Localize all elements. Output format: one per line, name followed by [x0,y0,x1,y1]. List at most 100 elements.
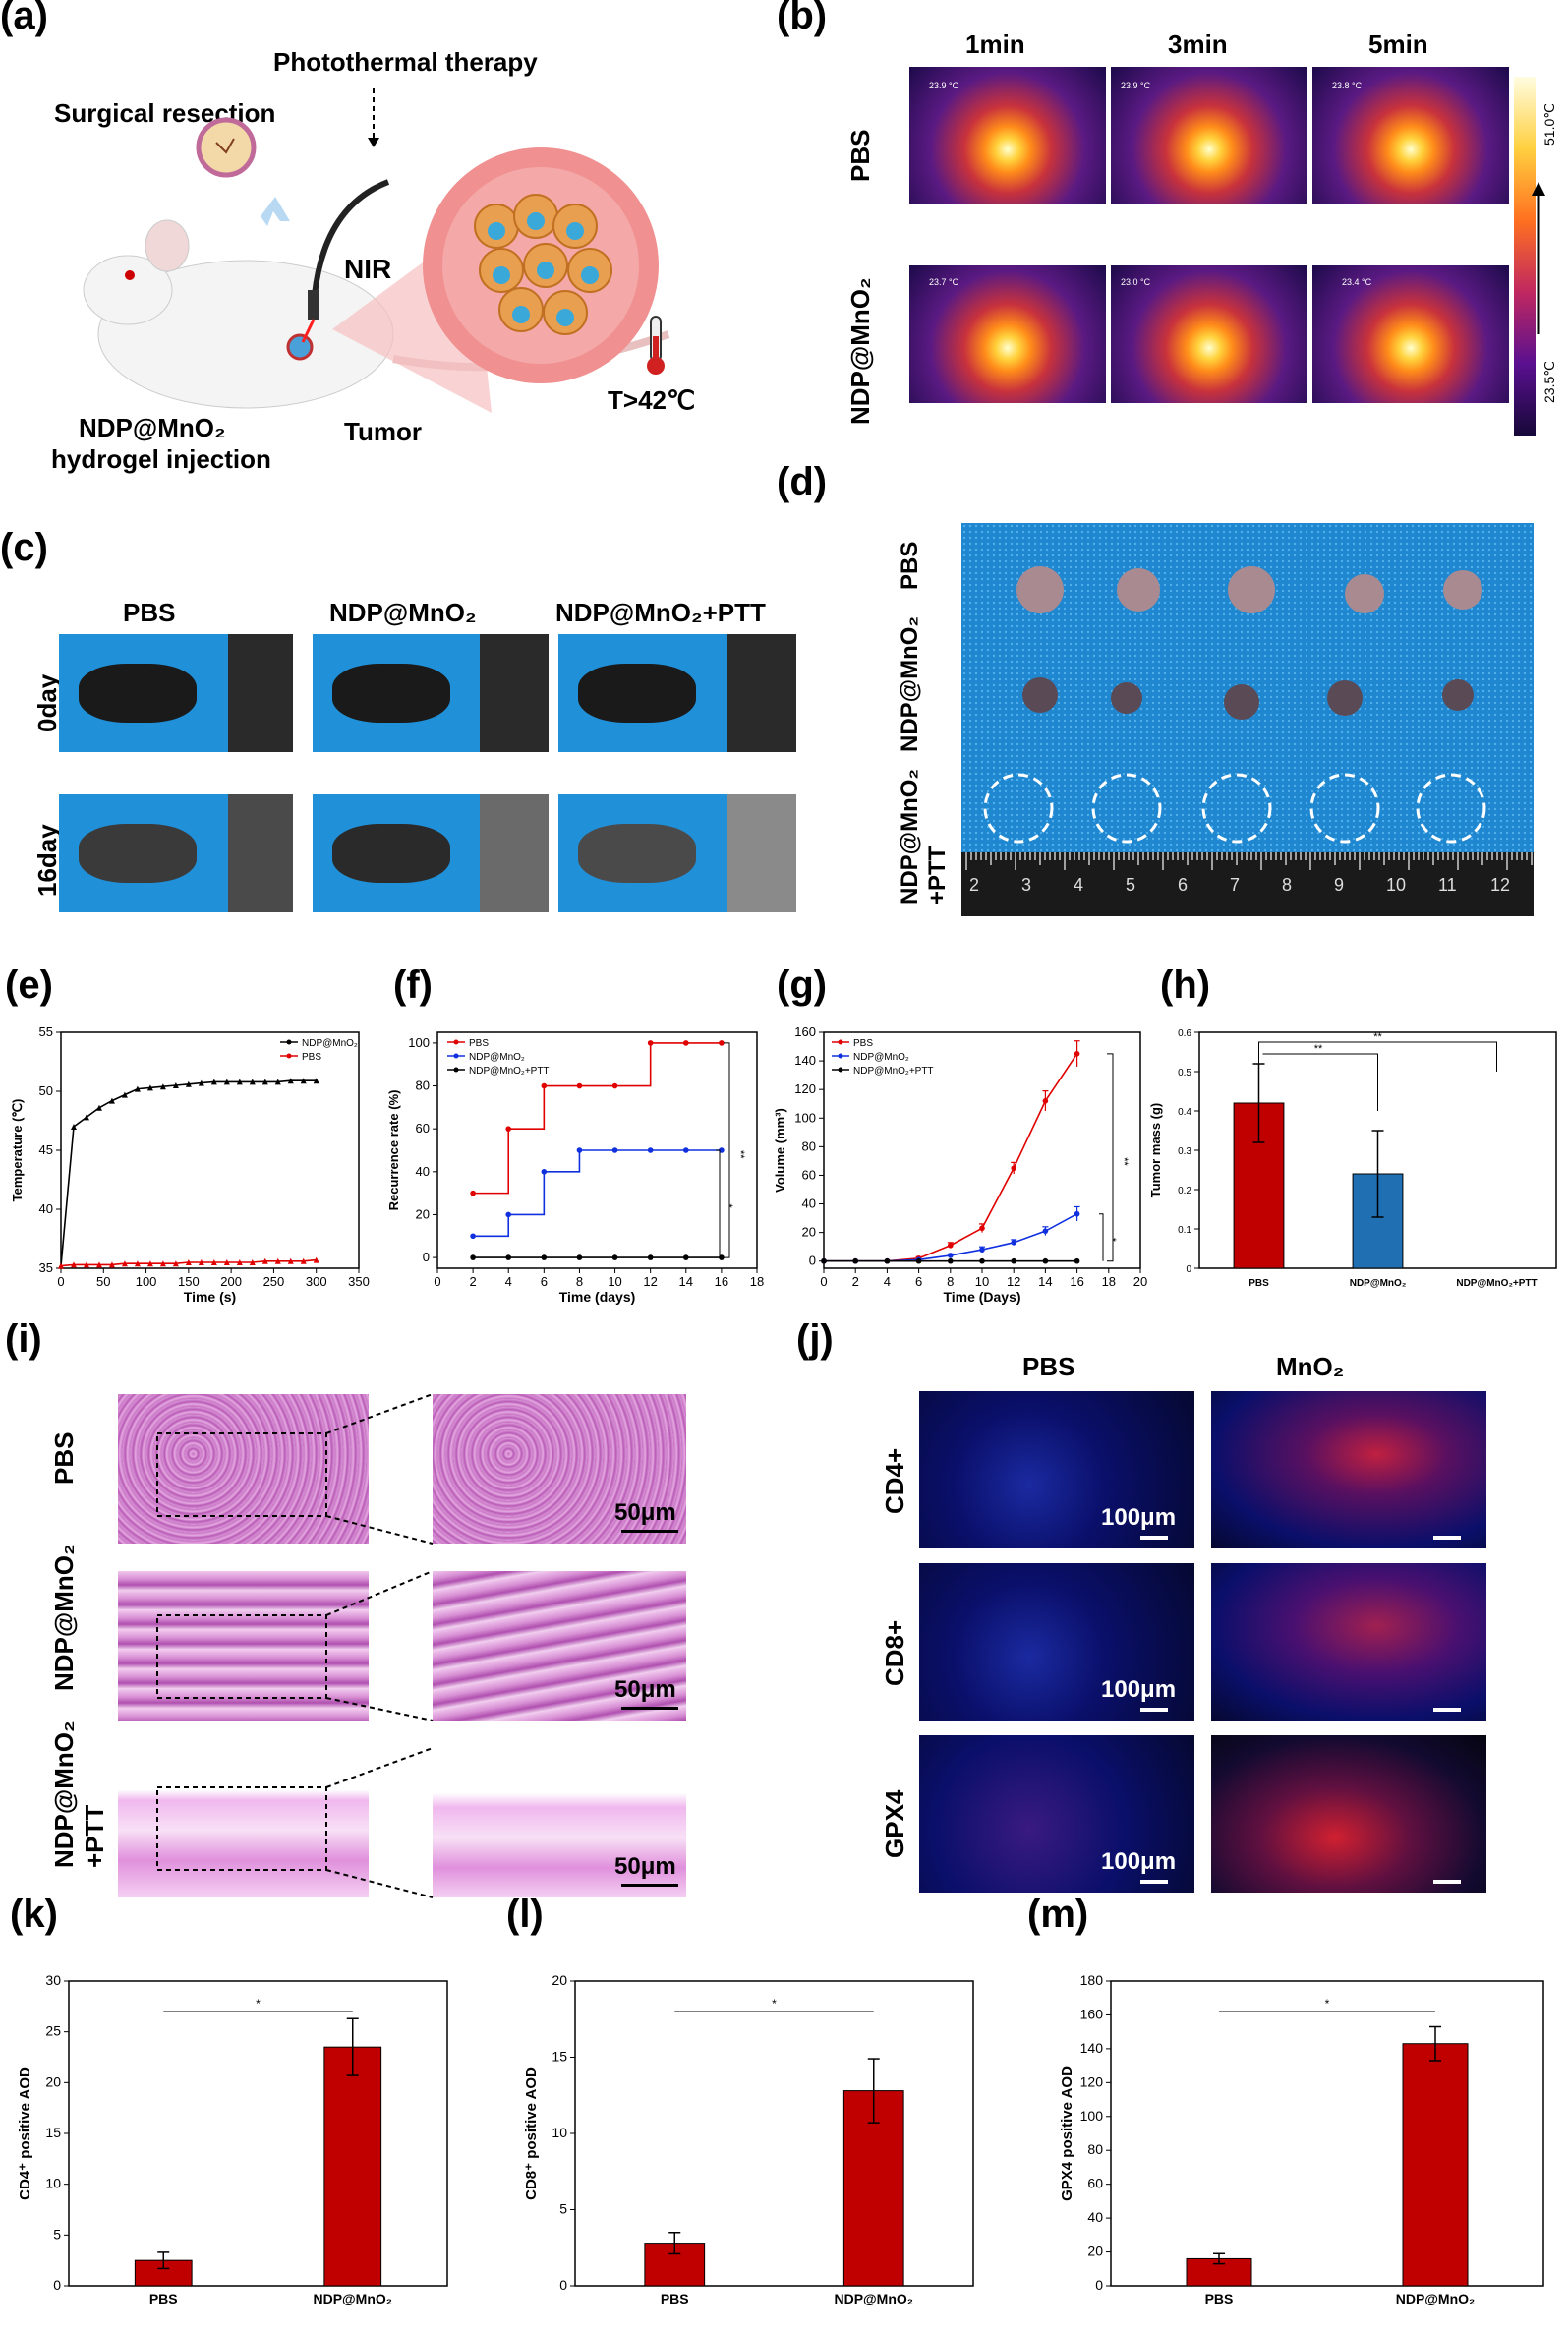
x-tick-label: 18 [750,1274,764,1289]
data-point [108,1097,115,1104]
data-point [948,1257,954,1264]
tumor-photo [961,523,1534,916]
if-scalebar-mno2-gpx4 [1433,1880,1461,1884]
data-point [223,1079,230,1085]
y-tick-label: 80 [1087,2141,1103,2157]
significance-label: * [772,1997,777,2011]
ruler-label: 10 [1386,875,1407,895]
if-scalebar-cd8 [1140,1708,1168,1712]
ruler-label: 5 [1126,875,1136,895]
temperature-label: T>42℃ [608,385,696,415]
ruler-label: 6 [1178,875,1189,895]
data-point [611,1254,618,1260]
data-point [121,1260,128,1267]
data-point [70,1261,77,1268]
data-point [1074,1257,1080,1264]
y-tick-label: 60 [416,1121,430,1136]
category-label: PBS [1249,1278,1269,1289]
data-point [576,1147,583,1153]
legend-marker [286,1053,292,1059]
data-point [541,1169,548,1175]
thermal-image-pbs-3min: 23.9 °C [1111,67,1307,204]
y-tick-label: 40 [39,1201,53,1216]
data-point [1042,1098,1049,1104]
if-image-mno2-cd8 [1211,1563,1486,1721]
legend-marker [838,1053,843,1059]
y-axis-label: GPX4 positive AOD [1059,2066,1075,2201]
tumor-row-label-pbs: PBS [897,541,923,590]
x-tick-label: 300 [306,1274,327,1289]
if-image-pbs-cd4 [919,1391,1194,1548]
x-tick-label: 8 [947,1274,954,1289]
mouse-photo-ndp-0day [313,634,549,752]
data-point [948,1253,954,1258]
x-tick-label: 14 [679,1274,693,1289]
he-row-label-pbs: PBS [49,1431,79,1485]
thermal-image-pbs-5min: 23.8 °C [1312,67,1509,204]
data-point [236,1079,243,1085]
data-point [979,1247,985,1253]
if-scalebar-gpx4 [1140,1880,1168,1884]
y-tick-label: 60 [1087,2176,1103,2191]
colorbar-min: 23.5℃ [1541,361,1557,403]
y-tick-label: 100 [408,1035,430,1050]
series-line [824,1053,1078,1262]
data-point [159,1083,166,1090]
category-label: NDP@MnO₂ [1350,1278,1407,1289]
y-tick-label: 100 [794,1110,816,1125]
x-axis-label: Time (s) [184,1289,236,1305]
data-point [108,1261,115,1268]
y-tick-label: 25 [45,2023,61,2039]
panel-label-a: (a) [0,0,48,37]
row-label-pbs: PBS [845,129,875,182]
he-scale-pbs: 50μm [614,1499,676,1526]
data-point [313,1078,319,1084]
panel-label-i: (i) [5,1317,42,1361]
y-tick-label: 5 [53,2226,61,2242]
data-point [210,1079,217,1085]
y-tick-label: 80 [416,1079,430,1093]
significance-label: ** [1314,1043,1323,1055]
y-tick-label: 40 [1087,2209,1103,2225]
y-tick-label: 0.3 [1178,1146,1191,1157]
mouse-photo-ndp-ptt-16day [558,794,796,912]
data-point [915,1257,922,1264]
ruler-label: 9 [1334,875,1345,895]
x-tick-label: 0 [57,1274,64,1289]
he-row-label-ndp: NDP@MnO₂ [49,1544,79,1691]
legend-label: NDP@MnO₂+PTT [853,1066,934,1077]
data-point [223,1259,230,1265]
significance-bracket [716,1149,721,1258]
tumor-row-label-ndp: NDP@MnO₂ [897,615,923,752]
y-tick-label: 0 [559,2277,567,2293]
if-image-pbs-gpx4 [919,1735,1194,1893]
panel-label-c: (c) [0,526,48,569]
x-tick-label: 8 [576,1274,583,1289]
chart-h-mass: 0 0.1 0.2 0.3 0.4 0.5 0.6 Tumor mass (g) PBS NDP@… [1148,1028,1557,1289]
y-tick-label: 50 [39,1083,53,1098]
y-tick-label: 120 [794,1081,816,1096]
y-tick-label: 30 [45,1972,61,1988]
data-point [83,1114,89,1121]
legend-marker [286,1039,292,1045]
y-tick-label: 60 [802,1167,816,1182]
data-point [682,1147,689,1153]
thermal-image-ndp-1min: 23.7 °C [909,265,1106,403]
data-point [470,1190,476,1196]
data-point [852,1257,858,1264]
colorbar-arrow [1532,182,1545,334]
if-row-label-gpx4: GPX4 [880,1789,909,1858]
series-line [473,1149,722,1238]
if-scale-gpx4: 100μm [1101,1848,1177,1875]
data-point [70,1124,77,1130]
data-point [576,1254,583,1260]
x-tick-label: 350 [348,1274,370,1289]
category-label: NDP@MnO₂ [313,2291,392,2306]
legend-marker [838,1067,843,1073]
data-point [948,1242,954,1249]
category-label: NDP@MnO₂ [834,2291,913,2306]
x-tick-label: 18 [1102,1274,1116,1289]
data-point [172,1260,179,1267]
x-tick-label: 0 [820,1274,827,1289]
thermal-image-ndp-5min: 23.4 °C [1312,265,1509,403]
